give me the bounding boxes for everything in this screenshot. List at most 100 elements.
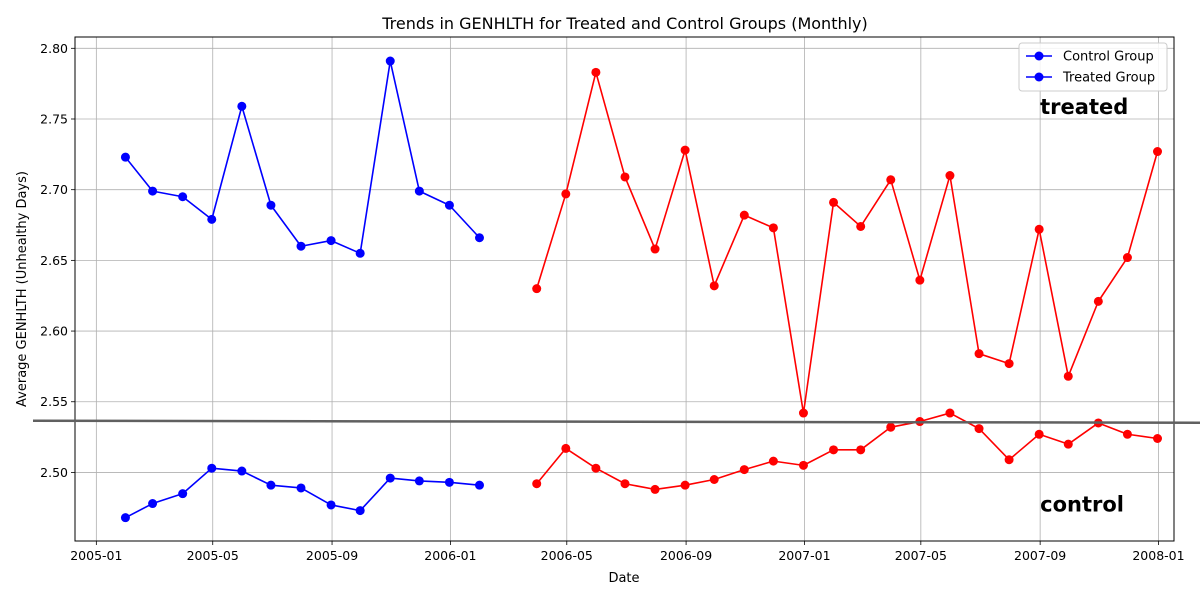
data-point (237, 101, 247, 111)
y-tick-label: 2.65 (40, 253, 68, 268)
chart-title: Trends in GENHLTH for Treated and Contro… (381, 14, 868, 33)
data-point (1034, 224, 1044, 234)
reference-line (32, 419, 1200, 424)
y-tick-label: 2.80 (40, 41, 68, 56)
data-point (326, 236, 336, 246)
legend-label: Control Group (1063, 50, 1154, 65)
data-point (474, 480, 484, 490)
grid (75, 37, 1174, 541)
y-tick-label: 2.75 (40, 111, 68, 126)
x-axis: 2005-01 2005-05 2005-09 2006-01 2006-05 2006-… (70, 541, 1185, 563)
data-point (798, 460, 808, 470)
data-point (886, 422, 896, 432)
data-point (444, 200, 454, 210)
data-point (1153, 147, 1163, 157)
data-point (945, 408, 955, 418)
x-tick-label: 2006-05 (541, 548, 593, 563)
y-axis-label: Average GENHLTH (Unhealthy Days) (15, 171, 30, 407)
data-point (1004, 359, 1014, 369)
y-tick-label: 2.70 (40, 182, 68, 197)
data-point (620, 172, 630, 182)
data-point (739, 465, 749, 475)
y-tick-label: 2.60 (40, 324, 68, 339)
data-point (829, 445, 839, 455)
series-layer (120, 56, 1163, 523)
annotation-control: control (1040, 492, 1124, 516)
data-point (1122, 429, 1132, 439)
data-point (1004, 455, 1014, 465)
data-point (739, 210, 749, 220)
series-line-1 (124, 60, 481, 255)
data-point (207, 463, 217, 473)
data-point (798, 408, 808, 418)
data-point (856, 445, 866, 455)
series-line-3 (535, 71, 1159, 414)
legend-box (1018, 42, 1168, 92)
data-point (561, 443, 571, 453)
data-point (915, 275, 925, 285)
data-point (945, 171, 955, 181)
data-point (650, 484, 660, 494)
plot-frame (74, 36, 1175, 542)
data-point (474, 233, 484, 243)
x-tick-label: 2006-09 (660, 548, 712, 563)
data-point (1034, 429, 1044, 439)
data-point (768, 223, 778, 233)
data-point (148, 499, 158, 509)
data-point (1122, 253, 1132, 263)
x-tick-label: 2006-01 (424, 548, 476, 563)
data-point (620, 479, 630, 489)
legend-marker (1034, 72, 1044, 82)
data-point (591, 67, 601, 77)
x-tick-label: 2007-01 (778, 548, 830, 563)
x-tick-label: 2007-05 (895, 548, 947, 563)
y-tick-label: 2.50 (40, 465, 68, 480)
series-line-2 (536, 412, 1158, 491)
x-tick-label: 2007-09 (1014, 548, 1066, 563)
data-point (680, 145, 690, 155)
data-point (591, 463, 601, 473)
data-point (680, 480, 690, 490)
data-point (768, 456, 778, 466)
data-point (266, 480, 276, 490)
data-point (974, 349, 984, 359)
y-tick-label: 2.55 (40, 394, 68, 409)
data-point (974, 424, 984, 434)
data-point (444, 477, 454, 487)
data-point (414, 186, 424, 196)
data-point (120, 152, 130, 162)
data-point (709, 281, 719, 291)
data-point (709, 475, 719, 485)
y-axis: 2.50 2.55 2.60 2.65 2.70 2.75 2.80 (40, 41, 75, 480)
legend: Control Group Treated Group (1018, 42, 1168, 92)
data-point (207, 214, 217, 224)
data-point (355, 248, 365, 258)
x-tick-label: 2008-01 (1132, 548, 1184, 563)
data-point (856, 221, 866, 231)
data-point (1153, 434, 1163, 444)
data-point (355, 506, 365, 516)
annotation-treated: treated (1040, 95, 1128, 119)
data-point (532, 284, 542, 294)
data-point (296, 483, 306, 493)
data-point (296, 241, 306, 251)
data-point (326, 500, 336, 510)
data-point (561, 189, 571, 199)
data-point (120, 513, 130, 523)
x-tick-label: 2005-01 (70, 548, 122, 563)
x-axis-label: Date (608, 571, 639, 586)
data-point (237, 466, 247, 476)
data-point (385, 56, 395, 66)
data-point (385, 473, 395, 483)
data-point (266, 200, 276, 210)
data-point (886, 175, 896, 185)
data-point (1063, 439, 1073, 449)
data-point (532, 479, 542, 489)
data-point (148, 186, 158, 196)
data-point (1063, 371, 1073, 381)
x-tick-label: 2005-05 (187, 548, 239, 563)
data-point (1093, 296, 1103, 306)
data-point (829, 197, 839, 207)
x-tick-label: 2005-09 (306, 548, 358, 563)
